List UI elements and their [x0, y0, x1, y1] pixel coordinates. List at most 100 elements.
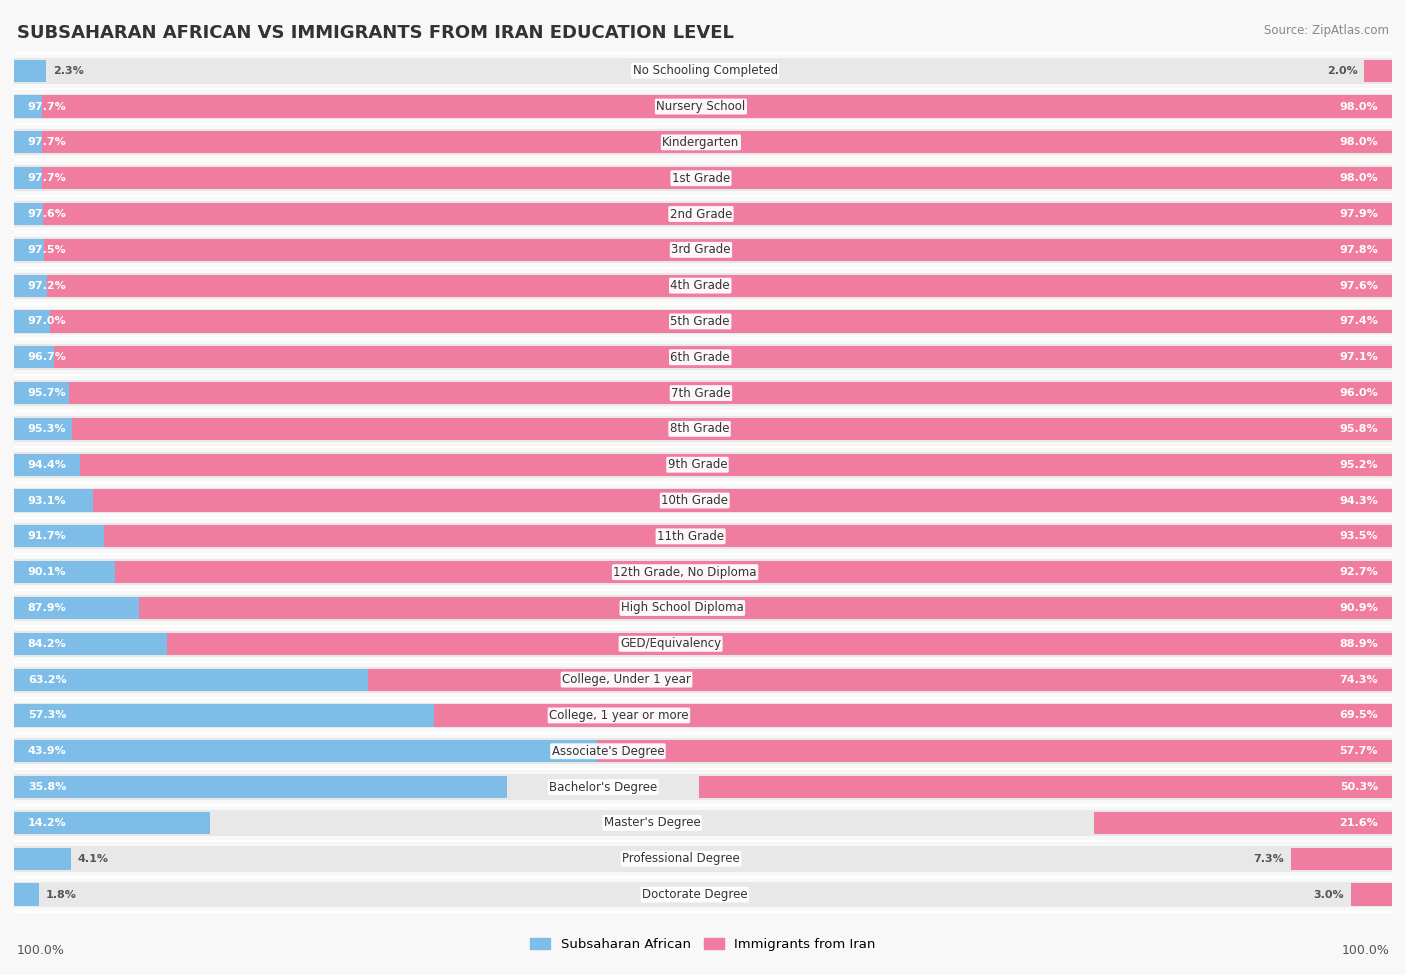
- Text: College, Under 1 year: College, Under 1 year: [562, 673, 690, 686]
- Text: 95.8%: 95.8%: [1340, 424, 1378, 434]
- Text: 1st Grade: 1st Grade: [672, 172, 730, 184]
- Bar: [1364, 59, 1392, 82]
- Bar: [368, 669, 1392, 690]
- Text: 8th Grade: 8th Grade: [669, 422, 730, 436]
- Bar: [44, 203, 1392, 225]
- Text: Kindergarten: Kindergarten: [662, 136, 740, 149]
- Text: 63.2%: 63.2%: [28, 675, 66, 684]
- Text: 97.2%: 97.2%: [28, 281, 66, 291]
- Text: Nursery School: Nursery School: [657, 100, 745, 113]
- Text: College, 1 year or more: College, 1 year or more: [550, 709, 689, 722]
- Bar: [14, 96, 1360, 118]
- Bar: [14, 380, 1392, 406]
- Text: 98.0%: 98.0%: [1340, 101, 1378, 111]
- Bar: [49, 310, 1392, 332]
- Text: 7th Grade: 7th Grade: [671, 386, 731, 400]
- Bar: [14, 346, 1347, 369]
- Bar: [14, 524, 1392, 549]
- Text: 97.1%: 97.1%: [1340, 352, 1378, 363]
- Bar: [167, 633, 1392, 655]
- Text: 97.7%: 97.7%: [28, 101, 66, 111]
- Text: Source: ZipAtlas.com: Source: ZipAtlas.com: [1264, 24, 1389, 37]
- Bar: [1291, 847, 1392, 870]
- Text: 12th Grade, No Diploma: 12th Grade, No Diploma: [613, 566, 756, 579]
- Bar: [14, 669, 884, 690]
- Text: 2.0%: 2.0%: [1327, 65, 1358, 76]
- Bar: [14, 239, 1358, 261]
- Text: SUBSAHARAN AFRICAN VS IMMIGRANTS FROM IRAN EDUCATION LEVEL: SUBSAHARAN AFRICAN VS IMMIGRANTS FROM IR…: [17, 24, 734, 42]
- Text: 84.2%: 84.2%: [28, 639, 66, 648]
- Bar: [14, 810, 1392, 836]
- Text: 7.3%: 7.3%: [1254, 854, 1285, 864]
- Text: 88.9%: 88.9%: [1340, 639, 1378, 648]
- Text: Professional Degree: Professional Degree: [621, 852, 740, 865]
- Text: 90.1%: 90.1%: [28, 567, 66, 577]
- Bar: [115, 561, 1392, 583]
- Text: High School Diploma: High School Diploma: [621, 602, 744, 614]
- Bar: [139, 597, 1392, 619]
- Bar: [14, 203, 1358, 225]
- Bar: [14, 132, 1360, 153]
- Text: 100.0%: 100.0%: [1341, 945, 1389, 957]
- Legend: Subsaharan African, Immigrants from Iran: Subsaharan African, Immigrants from Iran: [524, 933, 882, 956]
- Text: 6th Grade: 6th Grade: [671, 351, 730, 364]
- Bar: [93, 489, 1392, 512]
- Text: 3.0%: 3.0%: [1313, 889, 1344, 900]
- Text: 100.0%: 100.0%: [17, 945, 65, 957]
- Bar: [14, 847, 70, 870]
- Bar: [14, 595, 1392, 621]
- Text: 97.6%: 97.6%: [28, 209, 66, 219]
- Text: Master's Degree: Master's Degree: [603, 816, 700, 830]
- Text: Doctorate Degree: Doctorate Degree: [643, 888, 748, 901]
- Bar: [14, 416, 1392, 442]
- Text: Bachelor's Degree: Bachelor's Degree: [548, 781, 657, 794]
- Bar: [72, 418, 1392, 440]
- Bar: [14, 883, 39, 906]
- Bar: [14, 58, 1392, 84]
- Bar: [14, 774, 1392, 800]
- Text: 97.5%: 97.5%: [28, 245, 66, 254]
- Text: 74.3%: 74.3%: [1340, 675, 1378, 684]
- Text: 92.7%: 92.7%: [1340, 567, 1378, 577]
- Text: 93.5%: 93.5%: [1340, 531, 1378, 541]
- Bar: [14, 631, 1392, 657]
- Text: 98.0%: 98.0%: [1340, 174, 1378, 183]
- Text: 96.7%: 96.7%: [28, 352, 66, 363]
- Bar: [14, 167, 1360, 189]
- Bar: [14, 633, 1174, 655]
- Bar: [14, 738, 1392, 764]
- Bar: [69, 382, 1392, 405]
- Bar: [14, 59, 46, 82]
- Bar: [14, 451, 1392, 478]
- Bar: [14, 488, 1392, 514]
- Bar: [14, 382, 1333, 405]
- Bar: [14, 776, 508, 799]
- Bar: [80, 453, 1392, 476]
- Text: 91.7%: 91.7%: [28, 531, 66, 541]
- Text: 93.1%: 93.1%: [28, 495, 66, 505]
- Text: 94.4%: 94.4%: [28, 460, 67, 470]
- Bar: [14, 561, 1256, 583]
- Bar: [699, 776, 1392, 799]
- Bar: [14, 489, 1296, 512]
- Text: 90.9%: 90.9%: [1340, 603, 1378, 613]
- Text: 35.8%: 35.8%: [28, 782, 66, 792]
- Text: 97.0%: 97.0%: [28, 317, 66, 327]
- Text: 4th Grade: 4th Grade: [671, 279, 730, 292]
- Bar: [14, 453, 1315, 476]
- Bar: [14, 418, 1327, 440]
- Bar: [104, 526, 1392, 547]
- Bar: [14, 597, 1225, 619]
- Bar: [14, 812, 209, 834]
- Text: 1.8%: 1.8%: [46, 889, 76, 900]
- Bar: [598, 740, 1392, 762]
- Bar: [42, 96, 1392, 118]
- Text: 95.2%: 95.2%: [1340, 460, 1378, 470]
- Bar: [14, 845, 1392, 872]
- Bar: [14, 273, 1392, 298]
- Bar: [14, 344, 1392, 370]
- Text: 2.3%: 2.3%: [52, 65, 83, 76]
- Text: 5th Grade: 5th Grade: [671, 315, 730, 328]
- Text: 14.2%: 14.2%: [28, 818, 66, 828]
- Text: 10th Grade: 10th Grade: [661, 494, 728, 507]
